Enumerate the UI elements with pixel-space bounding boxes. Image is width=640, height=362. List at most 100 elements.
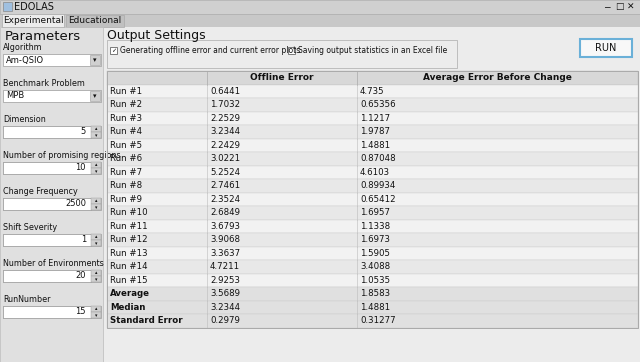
- Bar: [91, 270, 101, 276]
- Text: Run #9: Run #9: [110, 195, 142, 204]
- Text: Educational: Educational: [68, 16, 122, 25]
- Text: Dimension: Dimension: [3, 114, 45, 123]
- Text: Benchmark Problem: Benchmark Problem: [3, 79, 85, 88]
- Bar: [90, 55, 100, 65]
- Text: RunNumber: RunNumber: [3, 295, 51, 303]
- Bar: [3, 198, 91, 210]
- Bar: [107, 206, 638, 219]
- Bar: [91, 312, 101, 318]
- Bar: [107, 71, 638, 328]
- Bar: [107, 165, 638, 179]
- Bar: [580, 39, 632, 57]
- Text: 1.1217: 1.1217: [360, 114, 390, 123]
- Text: ▾: ▾: [95, 169, 97, 174]
- Bar: [107, 71, 638, 84]
- Text: Run #5: Run #5: [110, 141, 142, 150]
- Text: ▴: ▴: [95, 270, 97, 275]
- Text: Average: Average: [110, 289, 150, 298]
- Text: 3.6793: 3.6793: [210, 222, 240, 231]
- Text: 4.7211: 4.7211: [210, 262, 240, 271]
- Text: Run #7: Run #7: [110, 168, 142, 177]
- Text: 0.65412: 0.65412: [360, 195, 396, 204]
- Text: ▴: ▴: [95, 126, 97, 131]
- Bar: [91, 198, 101, 204]
- Bar: [90, 91, 100, 101]
- Bar: [3, 90, 101, 102]
- Text: Parameters: Parameters: [5, 30, 81, 43]
- Bar: [107, 139, 638, 152]
- Bar: [3, 126, 101, 138]
- Bar: [3, 162, 101, 174]
- Text: 0.6441: 0.6441: [210, 87, 240, 96]
- Text: 2.9253: 2.9253: [210, 276, 240, 285]
- Text: Generating offline error and current error plots: Generating offline error and current err…: [120, 46, 300, 55]
- Text: Change Frequency: Change Frequency: [3, 186, 77, 195]
- Bar: [2, 14, 64, 27]
- Bar: [3, 234, 101, 246]
- Text: 4.735: 4.735: [360, 87, 385, 96]
- Bar: [107, 111, 638, 125]
- Text: ▾: ▾: [95, 205, 97, 210]
- Bar: [107, 247, 638, 260]
- Text: 1.4881: 1.4881: [360, 303, 390, 312]
- Text: Run #6: Run #6: [110, 154, 142, 163]
- Text: 5.2524: 5.2524: [210, 168, 240, 177]
- Bar: [107, 98, 638, 111]
- Bar: [91, 162, 101, 168]
- Text: Experimental: Experimental: [3, 16, 63, 25]
- Bar: [3, 54, 101, 66]
- Text: 0.89934: 0.89934: [360, 181, 396, 190]
- Text: Average Error Before Change: Average Error Before Change: [423, 73, 572, 82]
- Text: 1.6973: 1.6973: [360, 235, 390, 244]
- Bar: [107, 71, 638, 328]
- Bar: [107, 193, 638, 206]
- Text: ▾: ▾: [95, 277, 97, 282]
- Text: 0.87048: 0.87048: [360, 154, 396, 163]
- Text: 1.5905: 1.5905: [360, 249, 390, 258]
- Text: ✕: ✕: [627, 3, 635, 12]
- Text: 1.0535: 1.0535: [360, 276, 390, 285]
- Text: ▴: ▴: [95, 163, 97, 168]
- Bar: [110, 47, 117, 54]
- Text: 4.6103: 4.6103: [360, 168, 390, 177]
- Text: Standard Error: Standard Error: [110, 316, 182, 325]
- Text: 3.2344: 3.2344: [210, 127, 240, 136]
- Text: 2.6849: 2.6849: [210, 208, 240, 217]
- Text: EDOLAS: EDOLAS: [14, 2, 54, 12]
- Text: Run #12: Run #12: [110, 235, 148, 244]
- Text: Shift Severity: Shift Severity: [3, 223, 57, 232]
- Text: Saving output statistics in an Excel file: Saving output statistics in an Excel fil…: [298, 46, 447, 55]
- Text: 5: 5: [81, 127, 86, 136]
- Text: 3.5689: 3.5689: [210, 289, 240, 298]
- Bar: [0, 14, 640, 27]
- Text: 2.2429: 2.2429: [210, 141, 240, 150]
- Bar: [107, 287, 638, 300]
- Text: Run #13: Run #13: [110, 249, 148, 258]
- Text: 2.3524: 2.3524: [210, 195, 240, 204]
- Text: Algorithm: Algorithm: [3, 42, 43, 51]
- Text: Number of promising regions: Number of promising regions: [3, 151, 120, 160]
- Text: 1.9787: 1.9787: [360, 127, 390, 136]
- Bar: [3, 306, 91, 318]
- Text: Run #15: Run #15: [110, 276, 148, 285]
- Text: 1.8583: 1.8583: [360, 289, 390, 298]
- Text: Run #1: Run #1: [110, 87, 142, 96]
- Text: 3.2344: 3.2344: [210, 303, 240, 312]
- Text: ▾: ▾: [95, 133, 97, 138]
- Bar: [107, 300, 638, 314]
- Text: ▾: ▾: [95, 241, 97, 246]
- Text: ▾: ▾: [93, 57, 97, 63]
- Bar: [107, 260, 638, 274]
- Text: ▴: ▴: [95, 198, 97, 203]
- Text: ▴: ▴: [95, 307, 97, 311]
- Bar: [107, 233, 638, 247]
- Bar: [107, 274, 638, 287]
- Text: 3.4088: 3.4088: [360, 262, 390, 271]
- Text: RUN: RUN: [595, 43, 617, 53]
- Text: Run #10: Run #10: [110, 208, 148, 217]
- Bar: [91, 234, 101, 240]
- Bar: [91, 132, 101, 138]
- Text: ▾: ▾: [95, 313, 97, 318]
- Text: Am-QSIO: Am-QSIO: [6, 55, 44, 64]
- Text: Number of Environments: Number of Environments: [3, 258, 104, 268]
